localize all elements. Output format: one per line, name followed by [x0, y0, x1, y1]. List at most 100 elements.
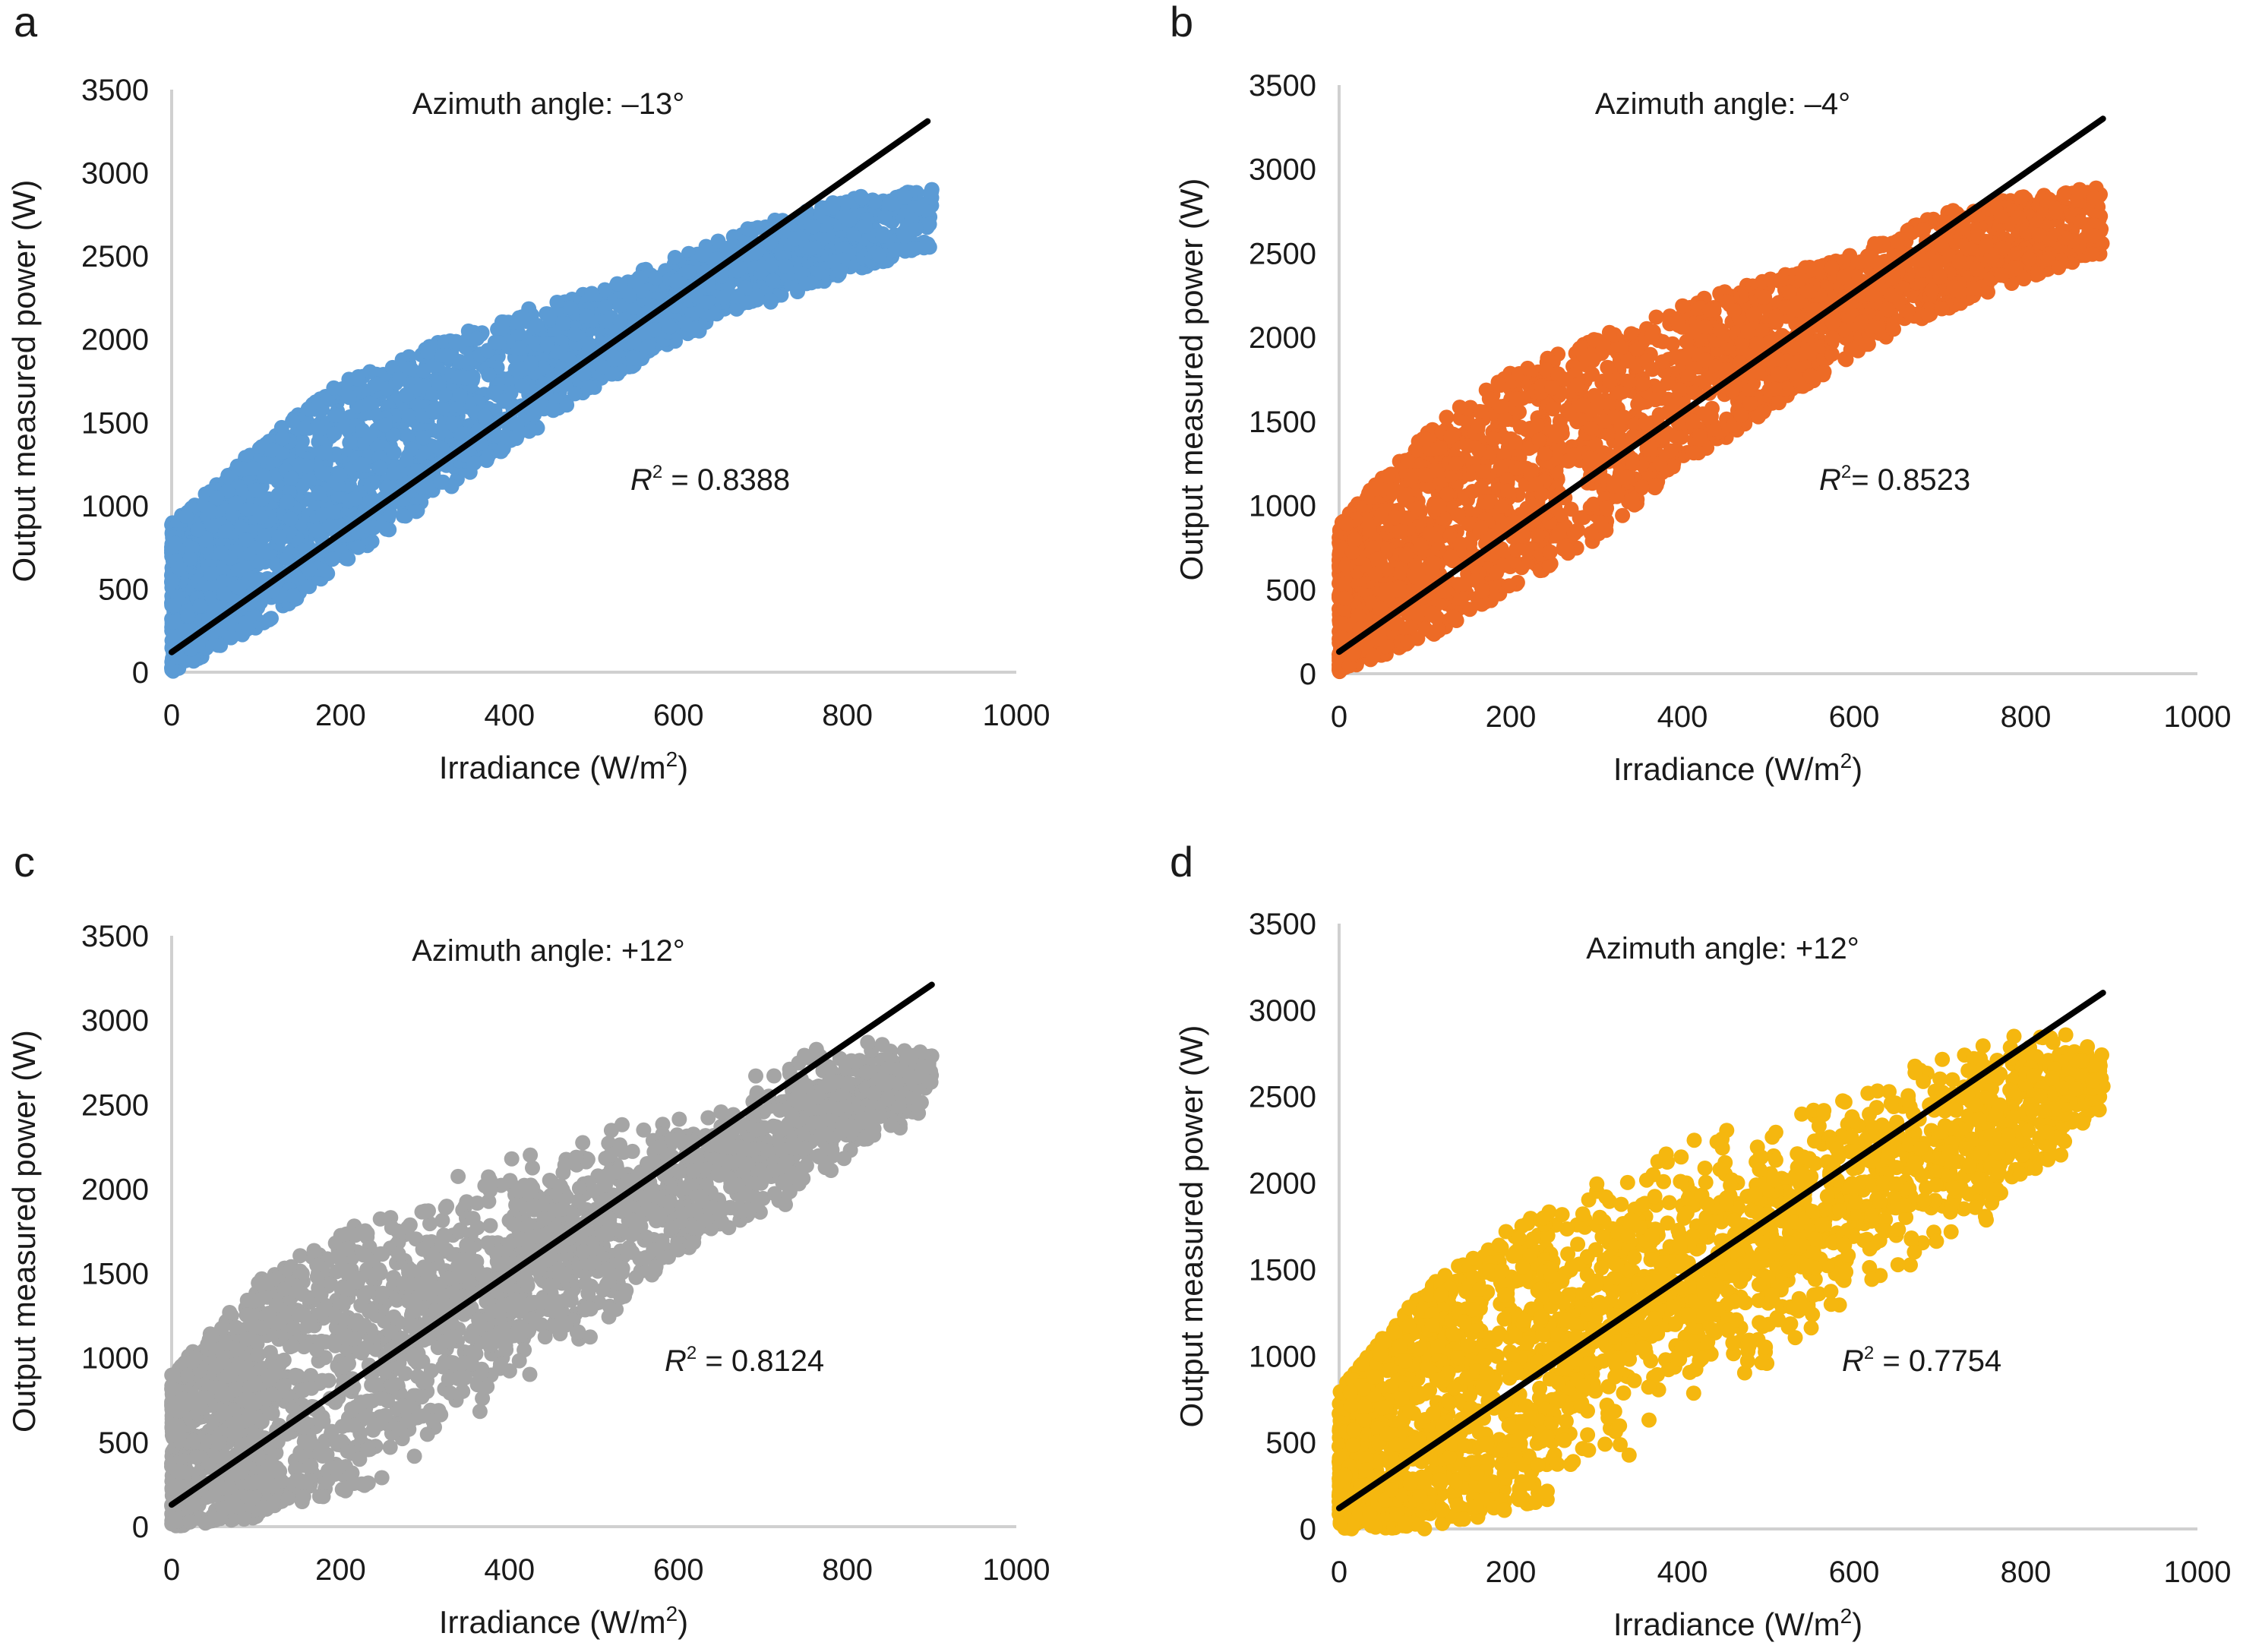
data-point [1754, 322, 1770, 338]
trendline [169, 118, 931, 655]
data-point [192, 598, 208, 614]
x-tick-label: 400 [1657, 700, 1708, 734]
data-point [612, 314, 628, 330]
data-point [1916, 222, 1932, 238]
data-point [1461, 516, 1477, 532]
data-point [1552, 413, 1568, 429]
data-point [280, 494, 295, 510]
data-point [1452, 590, 1468, 606]
data-point [2051, 260, 2067, 276]
data-point [751, 257, 766, 273]
data-point [681, 264, 697, 280]
data-point [453, 425, 469, 441]
data-point [206, 518, 222, 534]
data-point [625, 350, 641, 366]
data-point [1669, 427, 1685, 443]
data-point [1506, 553, 1522, 569]
data-point [1885, 270, 1901, 286]
data-point [275, 431, 291, 447]
data-point [398, 387, 414, 403]
data-point [317, 563, 333, 579]
data-point [1624, 491, 1640, 507]
data-point [512, 340, 528, 355]
data-point [283, 511, 299, 527]
data-point [508, 431, 524, 447]
x-tick-label: 200 [315, 699, 366, 732]
data-point [582, 380, 598, 396]
data-point [264, 442, 280, 458]
data-point [477, 409, 493, 425]
data-point [1464, 484, 1480, 499]
data-point [302, 561, 317, 577]
data-point [1486, 431, 1502, 447]
r-squared-label: R2 = 0.8388 [630, 462, 790, 497]
y-tick-label: 1000 [1249, 490, 1316, 523]
panel-letter: b [1170, 0, 1194, 46]
data-point [381, 478, 396, 494]
x-tick-label: 800 [2001, 700, 2052, 734]
data-point [223, 630, 239, 646]
data-point [1620, 353, 1636, 369]
y-tick-label: 2500 [1249, 237, 1316, 270]
data-point [182, 551, 198, 567]
data-point [437, 334, 453, 350]
data-point [1593, 514, 1609, 530]
y-tick-label: 3000 [81, 157, 149, 191]
data-point [239, 532, 254, 548]
data-point [804, 275, 820, 291]
data-point [350, 371, 366, 387]
data-point [1701, 302, 1717, 318]
data-point [431, 375, 447, 391]
data-point [403, 441, 419, 457]
y-tick-label: 3000 [1249, 153, 1316, 187]
y-tick-label: 500 [1265, 573, 1316, 607]
data-point [2048, 204, 2064, 220]
data-point [168, 535, 183, 551]
data-point [285, 413, 301, 429]
data-point [871, 248, 887, 264]
data-point [1802, 345, 1818, 361]
data-point [166, 598, 182, 614]
x-tick-label: 1000 [983, 699, 1050, 732]
data-point [203, 566, 219, 582]
data-point [466, 455, 482, 471]
data-point [1585, 496, 1601, 512]
data-point [694, 247, 710, 263]
data-point [545, 403, 561, 419]
data-point [1652, 456, 1668, 472]
data-point [415, 445, 431, 461]
data-point [232, 580, 248, 595]
data-point [529, 317, 545, 333]
data-point [509, 416, 525, 432]
data-point [395, 508, 411, 523]
data-point [1551, 525, 1567, 541]
data-point [1521, 441, 1537, 456]
data-point [403, 361, 419, 377]
data-point [1692, 428, 1708, 444]
y-axis-title: Output measured power (W) [6, 180, 42, 583]
data-point [539, 336, 555, 352]
data-point [1600, 359, 1616, 375]
data-point [386, 444, 402, 460]
data-point [425, 403, 441, 419]
data-point [921, 216, 937, 232]
data-point [178, 508, 194, 524]
data-point [1493, 377, 1508, 393]
data-point [209, 490, 225, 506]
data-point [248, 482, 264, 498]
data-point [528, 336, 544, 352]
data-point [1462, 602, 1478, 618]
data-point [1824, 346, 1840, 362]
data-point [302, 579, 317, 595]
data-point [896, 229, 912, 245]
data-point [576, 366, 592, 382]
data-point [445, 415, 461, 431]
data-point [299, 458, 314, 474]
data-point [1494, 498, 1509, 514]
data-point [491, 335, 507, 351]
data-point [238, 615, 254, 631]
panel-letter: a [14, 0, 38, 46]
data-point [1648, 309, 1664, 325]
data-point [1559, 402, 1575, 418]
